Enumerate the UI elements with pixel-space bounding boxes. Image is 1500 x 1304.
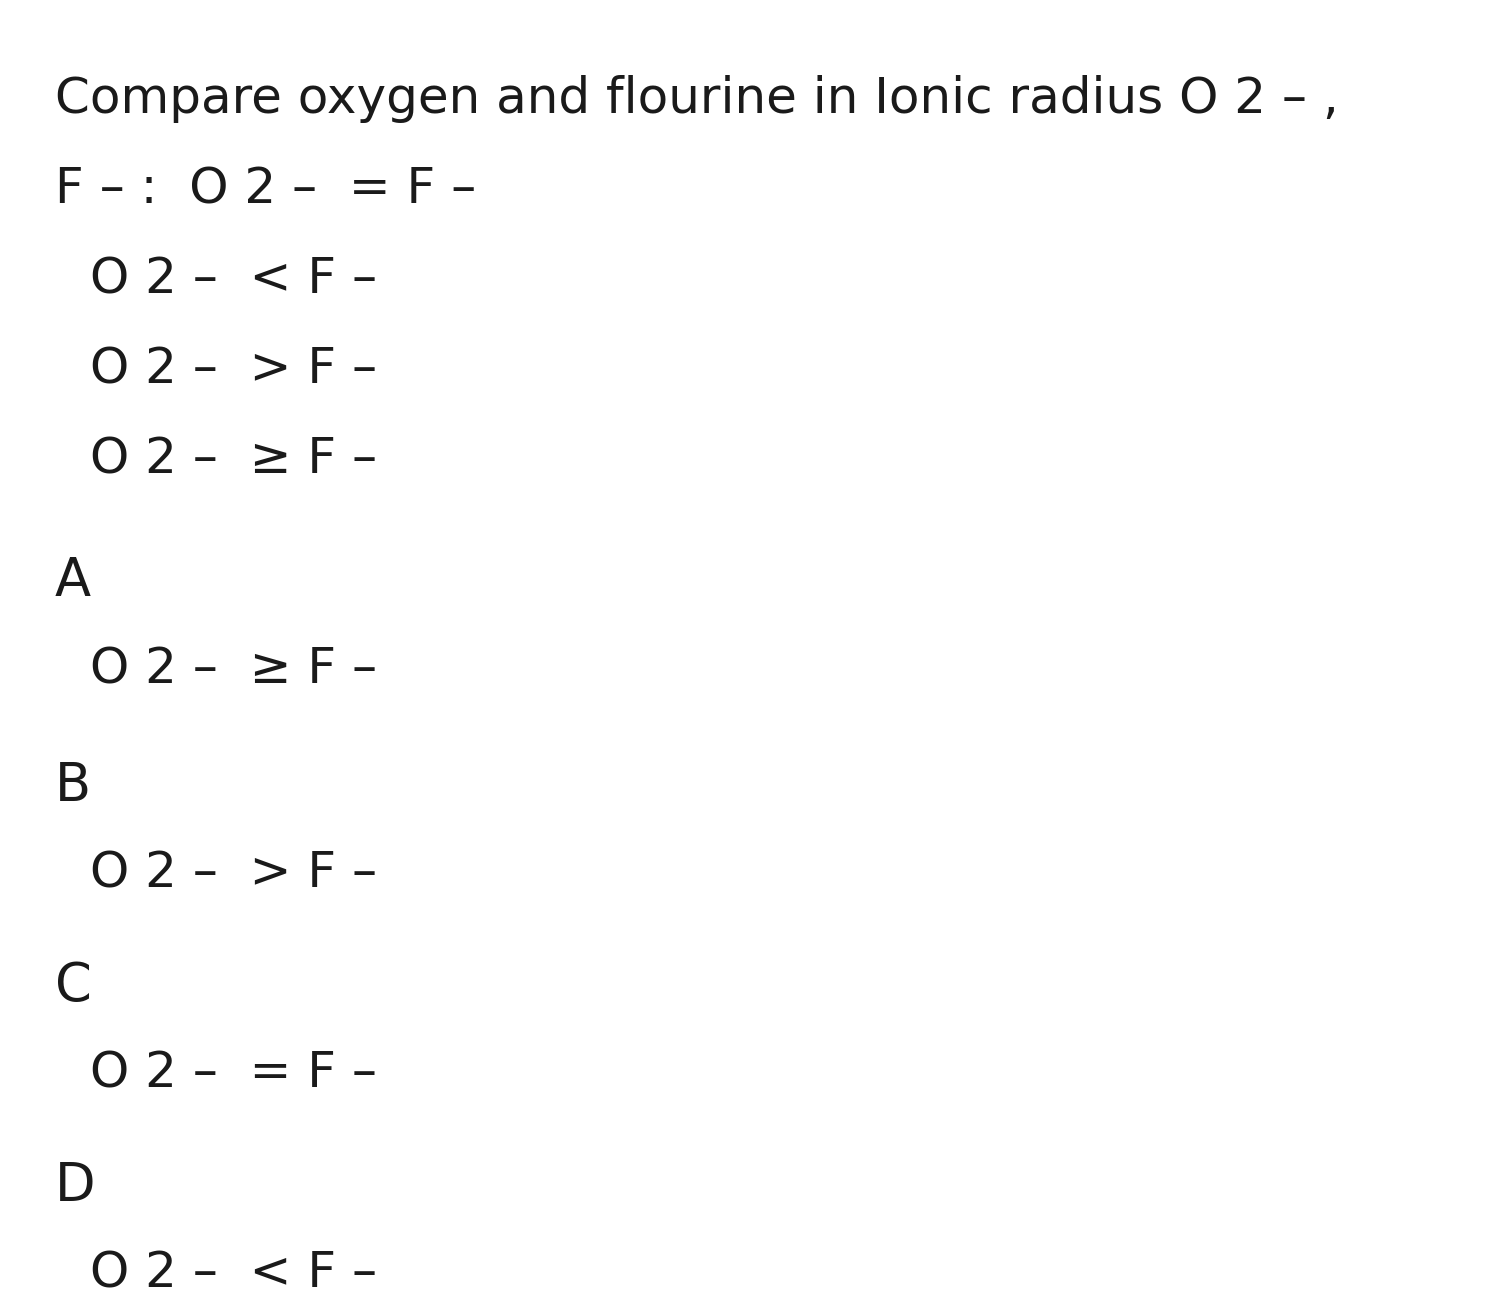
Text: A: A xyxy=(56,556,92,606)
Text: B: B xyxy=(56,760,92,812)
Text: F – :  O 2 –  = F –: F – : O 2 – = F – xyxy=(56,166,477,213)
Text: C: C xyxy=(56,960,92,1012)
Text: O 2 –  ≥ F –: O 2 – ≥ F – xyxy=(90,645,376,692)
Text: O 2 –  < F –: O 2 – < F – xyxy=(90,256,376,303)
Text: O 2 –  < F –: O 2 – < F – xyxy=(90,1251,376,1297)
Text: Compare oxygen and flourine in Ionic radius O 2 – ,: Compare oxygen and flourine in Ionic rad… xyxy=(56,76,1338,123)
Text: O 2 –  = F –: O 2 – = F – xyxy=(90,1050,376,1098)
Text: D: D xyxy=(56,1161,96,1211)
Text: O 2 –  > F –: O 2 – > F – xyxy=(90,850,376,898)
Text: O 2 –  > F –: O 2 – > F – xyxy=(90,346,376,393)
Text: O 2 –  ≥ F –: O 2 – ≥ F – xyxy=(90,436,376,482)
